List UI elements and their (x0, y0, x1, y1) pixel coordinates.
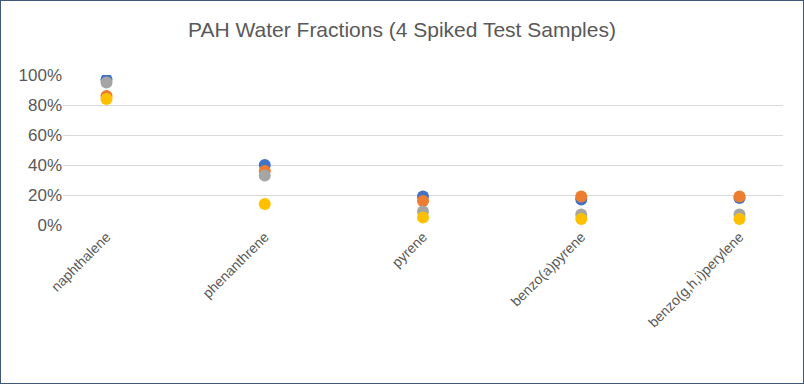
svg-text:20%: 20% (28, 186, 62, 205)
svg-text:benzo(g,h,i)perylene: benzo(g,h,i)perylene (645, 229, 747, 331)
svg-text:pyrene: pyrene (388, 229, 430, 271)
svg-text:60%: 60% (28, 126, 62, 145)
svg-text:0%: 0% (37, 216, 62, 235)
svg-text:PAH Water Fractions (4 Spiked: PAH Water Fractions (4 Spiked Test Sampl… (188, 18, 616, 41)
svg-text:benzo(a)pyrene: benzo(a)pyrene (508, 229, 589, 310)
svg-text:80%: 80% (28, 96, 62, 115)
svg-text:100%: 100% (19, 66, 62, 85)
svg-text:phenanthrene: phenanthrene (199, 229, 272, 302)
svg-text:naphthalene: naphthalene (48, 229, 114, 295)
svg-text:40%: 40% (28, 156, 62, 175)
